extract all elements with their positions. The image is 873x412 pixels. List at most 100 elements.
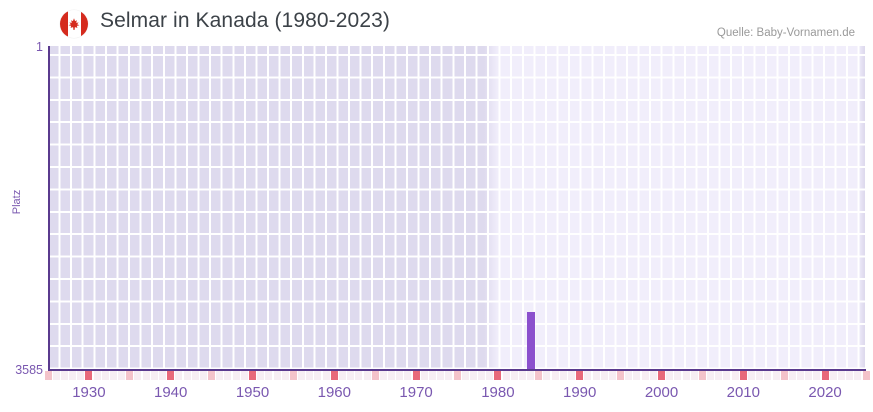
x-axis-tick-1986 [543,371,551,380]
x-axis-tick-1997 [633,371,641,380]
x-axis-tick-1991 [584,371,592,380]
x-axis-tick-1996 [625,371,633,380]
x-axis-tick-1929 [77,371,85,380]
x-axis-tick-1999 [649,371,657,380]
flag-band-left [60,10,68,38]
x-axis-tick-1984 [527,371,535,380]
x-axis-tick-2014 [772,371,780,380]
x-axis-tick-1958 [314,371,322,380]
x-axis-tick-1948 [232,371,240,380]
x-axis-tick-2008 [723,371,731,380]
x-axis-tick-1943 [191,371,199,380]
x-axis-tick-2002 [674,371,682,380]
x-axis-tick-1969 [404,371,412,380]
y-axis-tick-bottom: 3585 [15,363,43,377]
x-axis-tick-2001 [666,371,674,380]
x-axis-tick-1934 [118,371,126,380]
x-axis-tick-2009 [731,371,739,380]
x-axis-tick-1944 [199,371,207,380]
y-axis-title: Platz [11,189,23,215]
x-axis-tick-1992 [592,371,600,380]
data-bar-1984[interactable] [526,312,535,370]
x-axis-tick-1966 [379,371,387,380]
x-axis-tick-2007 [715,371,723,380]
x-axis-tick-1960 [330,371,338,380]
x-axis-tick-2000 [658,371,665,380]
x-axis-tick-1925 [44,371,52,380]
x-axis-tick-2025 [862,371,870,380]
x-axis-tick-1927 [60,371,68,380]
x-axis-tick-1976 [461,371,469,380]
x-axis-tick-2016 [788,371,796,380]
x-axis-tick-2006 [707,371,715,380]
x-axis-label-1930: 1930 [72,384,106,401]
x-axis-tick-1932 [101,371,109,380]
x-axis-tick-1971 [420,371,428,380]
source-label: Quelle: Baby-Vornamen.de [716,27,855,39]
x-axis-tick-1953 [273,371,281,380]
y-axis-tick-top: 1 [36,40,43,54]
flag-band-right [80,10,88,38]
x-axis-label-2000: 2000 [644,384,679,401]
x-axis-tick-1945 [208,371,216,380]
x-axis-tick-1981 [502,371,510,380]
x-axis-tick-1940 [167,371,175,380]
x-axis-tick-2020 [821,371,829,380]
x-axis-label-1970: 1970 [399,384,433,401]
x-axis-tick-1941 [175,371,183,380]
x-axis-tick-1950 [249,371,256,380]
x-axis-tick-1963 [355,371,363,380]
x-axis-tick-2023 [846,371,854,380]
x-axis-tick-1980 [494,371,502,380]
x-axis-tick-1939 [159,371,167,380]
x-axis-tick-2010 [739,371,747,380]
x-axis-tick-1959 [322,371,330,380]
x-axis-label-2010: 2010 [726,384,760,401]
x-axis-tick-2015 [780,371,788,380]
x-axis-tick-2024 [854,371,862,380]
x-axis-tick-1993 [600,371,608,380]
x-axis-label-2020: 2020 [808,384,842,401]
x-axis-line [48,369,866,371]
x-axis-tick-1987 [551,371,559,380]
x-axis-label-1990: 1990 [563,384,597,401]
maple-leaf-icon [68,18,80,30]
x-axis-tick-1931 [93,371,101,380]
x-axis-tick-1988 [559,371,567,380]
x-axis-tick-1946 [216,371,224,380]
x-axis-tick-1994 [608,371,616,380]
x-axis-tick-1926 [52,371,60,380]
plot-area [48,46,866,370]
x-axis-tick-1967 [388,371,396,380]
x-axis-tick-1972 [428,371,436,380]
x-axis-tick-2005 [698,371,706,380]
x-axis-ticks [44,371,870,380]
x-axis-tick-1989 [568,371,576,380]
x-axis-tick-1936 [134,371,142,380]
x-axis-tick-2017 [797,371,805,380]
x-axis-tick-1979 [486,371,494,380]
x-axis-tick-1935 [126,371,134,380]
x-axis-tick-1949 [240,371,248,380]
x-axis-tick-1956 [298,371,306,380]
x-axis-tick-2013 [764,371,772,380]
x-axis-tick-1933 [109,371,117,380]
x-axis-tick-1978 [478,371,486,380]
x-axis-tick-1990 [576,371,584,380]
x-axis-tick-1968 [396,371,404,380]
x-axis-tick-1974 [445,371,453,380]
x-axis-tick-1930 [85,371,93,380]
x-axis-tick-1957 [306,371,314,380]
x-axis-tick-2021 [829,371,837,380]
x-axis-tick-2003 [682,371,690,380]
x-axis-label-1950: 1950 [235,384,270,401]
x-axis-tick-1998 [641,371,649,380]
page-title: Selmar in Kanada (1980-2023) [100,9,390,32]
x-axis-tick-1942 [183,371,191,380]
x-axis-tick-1965 [371,371,379,380]
x-axis-tick-2004 [690,371,698,380]
x-axis-tick-1962 [347,371,355,380]
chart-header: Selmar in Kanada (1980-2023) Quelle: Bab… [0,0,873,46]
x-axis-tick-2022 [837,371,845,380]
